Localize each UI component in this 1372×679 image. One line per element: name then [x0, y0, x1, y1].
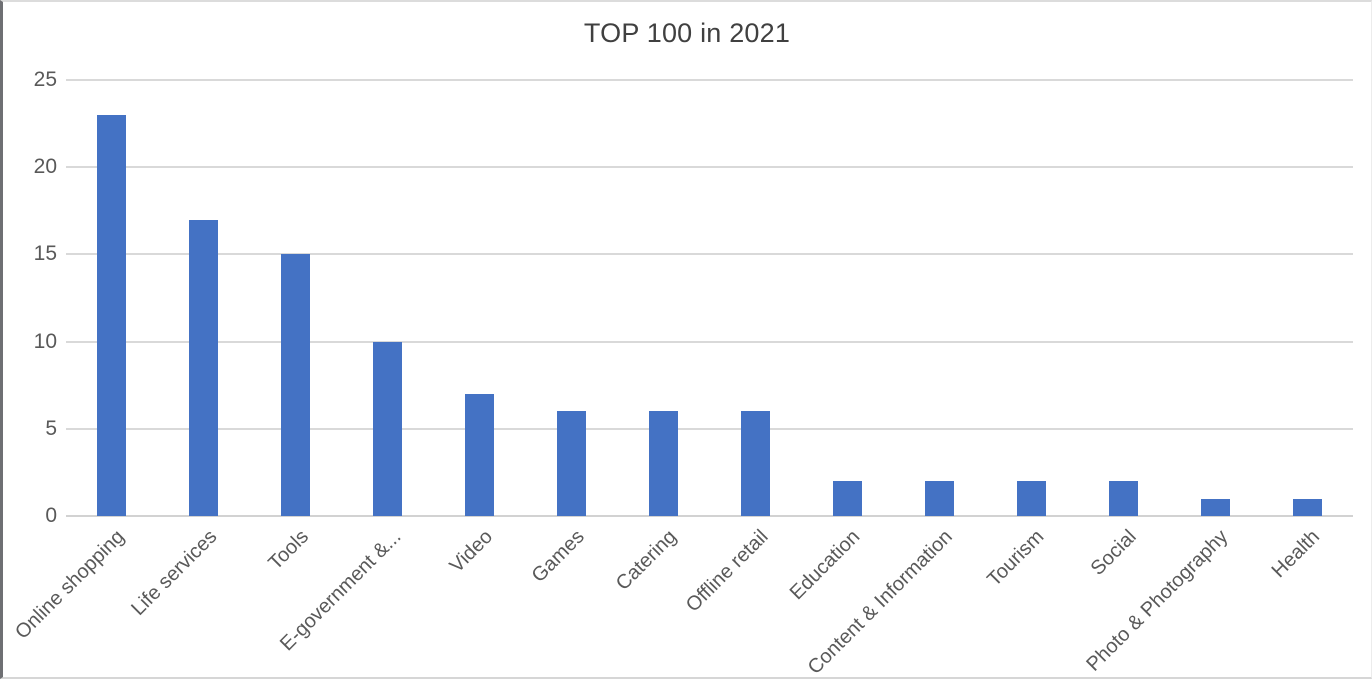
- x-axis-label: Video: [445, 525, 497, 578]
- bar-education: [832, 481, 862, 516]
- plot-area: 0 5 10 15 20 25 Online shopping Life services To…: [3, 2, 1371, 677]
- bar-offline-retail: [740, 411, 770, 516]
- bar-e-government: [373, 342, 403, 516]
- bar-catering: [649, 411, 679, 516]
- x-axis-label: Tourism: [983, 525, 1049, 591]
- bar-content-information: [924, 481, 954, 516]
- x-axis-label: Life services: [127, 525, 222, 620]
- gridline: [66, 253, 1353, 256]
- gridline: [66, 427, 1353, 430]
- x-axis-label: Social: [1086, 525, 1141, 580]
- y-axis-tick-label: 25: [33, 68, 57, 91]
- x-axis-label: Games: [527, 525, 589, 587]
- bar-health: [1292, 499, 1322, 516]
- x-axis-label: Offline retail: [681, 525, 773, 617]
- y-axis-tick-label: 5: [45, 416, 57, 440]
- x-axis-label: Catering: [611, 525, 681, 595]
- y-axis-tick-label: 15: [33, 242, 57, 266]
- x-axis-label: Tools: [264, 525, 314, 575]
- x-axis-label: Education: [786, 525, 865, 605]
- bar-video: [465, 394, 495, 516]
- bar-tourism: [1016, 481, 1046, 516]
- bar-tools: [281, 254, 311, 516]
- chart-title: TOP 100 in 2021: [583, 18, 791, 48]
- x-axis-label: Online shopping: [11, 525, 130, 644]
- y-axis-tick-label: 20: [33, 155, 57, 179]
- gridline: [66, 166, 1353, 169]
- bar-social: [1108, 481, 1138, 516]
- y-axis-tick-label: 0: [45, 504, 57, 527]
- x-axis-label: Health: [1267, 525, 1325, 583]
- gridline: [66, 79, 1353, 81]
- bar-photo-photography: [1200, 499, 1230, 516]
- bar-games: [557, 411, 587, 516]
- bar-online-shopping: [97, 115, 127, 516]
- y-axis-tick-label: 10: [33, 329, 57, 353]
- x-axis-line: [66, 515, 1353, 517]
- gridline: [66, 340, 1353, 343]
- bar-life-services: [189, 220, 219, 516]
